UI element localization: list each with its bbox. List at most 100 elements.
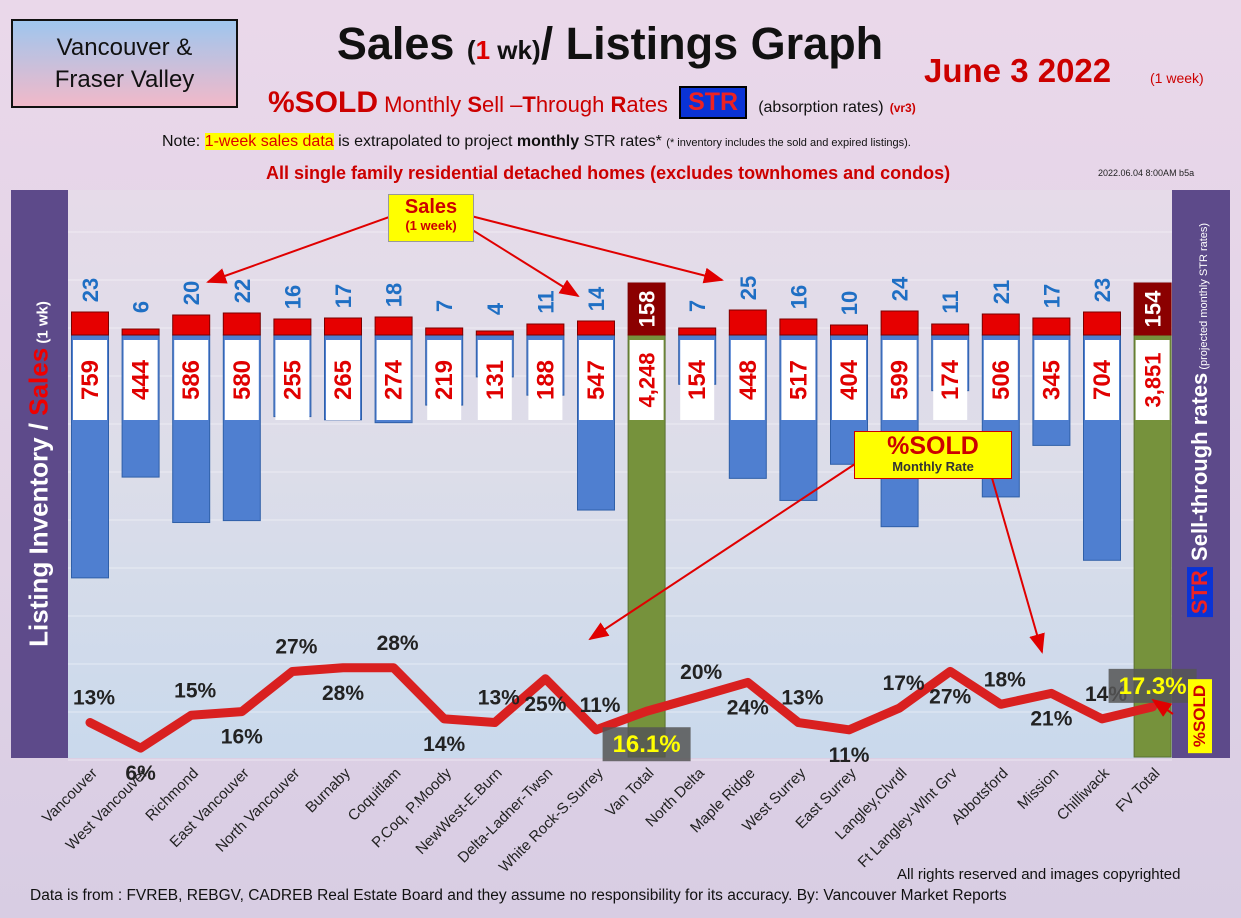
inventory-label: 704 bbox=[1089, 359, 1116, 400]
inventory-label-bg bbox=[680, 340, 715, 420]
inventory-label-bg bbox=[275, 340, 310, 420]
left-axis-sales: Sales bbox=[23, 347, 54, 416]
x-tick-label: NewWest-E.Burn bbox=[412, 765, 505, 858]
sold-arrow-mission bbox=[991, 477, 1045, 654]
inventory-label: 759 bbox=[77, 360, 104, 400]
inventory-label-bg bbox=[1034, 340, 1069, 420]
data-labels: 759 23 13% 444 6 6% 586 20 15% 580 22 16% 255 16 27% 26… bbox=[73, 276, 1197, 785]
sales-callout-sub: (1 week) bbox=[405, 218, 457, 233]
inventory-label: 131 bbox=[482, 360, 509, 400]
str-total-label-bg bbox=[1108, 668, 1197, 703]
x-tick-label: Delta-Ladner-Twsn bbox=[455, 765, 557, 867]
str-label: 25% bbox=[524, 693, 566, 716]
subtitle-absorption: (absorption rates) bbox=[758, 99, 884, 116]
subtitle-version: (vr3) bbox=[889, 101, 916, 115]
sales-label: 17 bbox=[1039, 284, 1064, 308]
x-tick-label: Mission bbox=[1014, 765, 1062, 813]
sales-bar bbox=[678, 327, 717, 336]
title-listings: / Listings Graph bbox=[540, 18, 884, 69]
title-sales: Sales bbox=[336, 18, 467, 69]
inventory-label: 274 bbox=[381, 359, 408, 400]
inventory-label-bg bbox=[882, 340, 917, 420]
x-tick-label: FV Total bbox=[1113, 765, 1164, 816]
sales-bar bbox=[121, 328, 160, 336]
sales-arrow-richmond bbox=[206, 215, 393, 284]
str-label: 13% bbox=[781, 687, 823, 710]
sales-label: 24 bbox=[888, 276, 913, 301]
inventory-label-bg bbox=[376, 340, 411, 420]
sales-label: 158 bbox=[635, 291, 660, 328]
sales-label: 21 bbox=[989, 280, 1014, 304]
inventory-label: 444 bbox=[128, 359, 155, 400]
sales-label: 23 bbox=[78, 278, 103, 302]
str-label: 24% bbox=[727, 696, 769, 719]
sold-callout-sub: Monthly Rate bbox=[892, 459, 974, 474]
chart-subtitle: %SOLD Monthly Sell –Through Rates STR (a… bbox=[268, 86, 916, 120]
str-label: 28% bbox=[322, 682, 364, 705]
sales-bar bbox=[71, 311, 109, 336]
sales-label: 23 bbox=[1090, 278, 1115, 302]
sales-bar bbox=[880, 310, 919, 336]
inventory-label: 448 bbox=[735, 360, 762, 400]
str-total-label: 17.3% bbox=[1119, 673, 1187, 700]
str-label: 13% bbox=[478, 687, 520, 710]
str-label: 20% bbox=[680, 661, 722, 684]
note-bold: monthly bbox=[516, 133, 580, 150]
left-axis-band bbox=[11, 190, 68, 758]
inventory-label-bg bbox=[174, 340, 209, 420]
x-tick-label: Burnaby bbox=[302, 764, 354, 816]
right-axis-sold: %SOLD bbox=[1188, 678, 1212, 754]
note-highlight: 1-week sales data bbox=[204, 133, 334, 150]
inventory-label-bg bbox=[629, 340, 664, 420]
inventory-label-bg bbox=[933, 340, 968, 420]
inventory-label-bg bbox=[1135, 340, 1170, 420]
inventory-label-bg bbox=[477, 340, 512, 420]
sales-bar bbox=[1032, 317, 1071, 336]
inventory-label: 586 bbox=[178, 360, 205, 400]
inventory-label: 599 bbox=[887, 360, 914, 400]
region-box: Vancouver & Fraser Valley bbox=[11, 19, 238, 108]
inventory-label: 4,248 bbox=[635, 352, 660, 407]
str-label: 14% bbox=[423, 733, 465, 756]
right-axis-str: STR bbox=[1187, 567, 1213, 618]
note-line: Note: 1-week sales data is extrapolated … bbox=[162, 133, 911, 151]
title-num: 1 bbox=[475, 35, 491, 65]
sales-label: 10 bbox=[837, 291, 862, 315]
inventory-label: 265 bbox=[330, 360, 357, 400]
str-polyline bbox=[85, 663, 1158, 753]
str-label: 17% bbox=[883, 672, 925, 695]
inventory-label: 517 bbox=[785, 360, 812, 400]
sales-label: 16 bbox=[786, 285, 811, 309]
sales-bar bbox=[931, 323, 970, 336]
sales-label: 154 bbox=[1141, 290, 1166, 327]
inventory-label: 547 bbox=[583, 360, 610, 400]
sales-bar bbox=[475, 330, 514, 336]
detached-note: All single family residential detached h… bbox=[266, 163, 951, 183]
sales-label: 18 bbox=[382, 283, 407, 307]
right-axis-text: Sell-through rates bbox=[1187, 372, 1212, 568]
str-label: 28% bbox=[377, 632, 419, 655]
inventory-label: 3,851 bbox=[1141, 352, 1166, 407]
sales-arrow-mapleridge bbox=[470, 215, 724, 284]
sold-callout-title: %SOLD bbox=[887, 432, 979, 460]
inventory-label-bg bbox=[983, 340, 1018, 420]
note-prefix: Note: bbox=[162, 133, 201, 150]
chart-title: Sales (1 wk)/ Listings Graph bbox=[280, 18, 940, 70]
sales-label: 25 bbox=[736, 276, 761, 300]
note-mid: is extrapolated to project bbox=[338, 133, 513, 150]
title-paren-close: wk) bbox=[490, 35, 541, 65]
inventory-label-bg bbox=[224, 340, 259, 420]
sold-callout: %SOLD Monthly Rate bbox=[854, 431, 1012, 479]
sales-label: 11 bbox=[938, 290, 963, 313]
region-line-2: Fraser Valley bbox=[54, 66, 195, 93]
str-label: 11% bbox=[829, 744, 870, 767]
inventory-label-bg bbox=[427, 340, 462, 420]
str-label: 15% bbox=[174, 679, 216, 702]
x-tick-label: Ft Langley-Wlnt Grv bbox=[855, 764, 962, 871]
sales-label: 11 bbox=[533, 290, 558, 313]
sales-bar bbox=[273, 318, 312, 336]
report-date-sub: (1 week) bbox=[1150, 70, 1204, 86]
sales-label: 20 bbox=[179, 281, 204, 305]
inventory-label: 174 bbox=[937, 359, 964, 400]
